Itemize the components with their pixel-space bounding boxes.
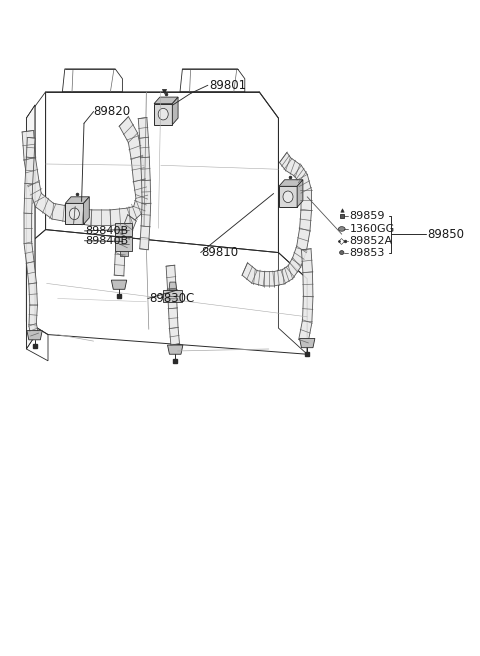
Text: 89830C: 89830C (149, 292, 194, 305)
Polygon shape (120, 251, 128, 256)
Text: 89859: 89859 (349, 211, 385, 222)
Polygon shape (22, 117, 147, 226)
Text: 89820: 89820 (94, 105, 131, 118)
Ellipse shape (338, 226, 345, 232)
Polygon shape (138, 117, 151, 250)
Text: 89810: 89810 (202, 246, 239, 259)
Polygon shape (154, 97, 178, 104)
Polygon shape (26, 105, 35, 349)
Text: 89853: 89853 (349, 247, 385, 258)
Polygon shape (279, 186, 297, 207)
Polygon shape (297, 180, 303, 207)
Polygon shape (300, 338, 315, 348)
Polygon shape (115, 223, 132, 236)
Polygon shape (166, 265, 180, 345)
Polygon shape (279, 180, 303, 186)
Polygon shape (299, 249, 313, 343)
Polygon shape (111, 280, 127, 289)
Text: 89840B: 89840B (85, 226, 129, 236)
Polygon shape (154, 104, 172, 125)
Polygon shape (84, 197, 89, 224)
Ellipse shape (158, 108, 168, 120)
Polygon shape (27, 331, 42, 340)
Polygon shape (24, 137, 38, 336)
Polygon shape (120, 236, 128, 241)
Ellipse shape (283, 191, 293, 203)
Text: 89850: 89850 (427, 228, 464, 241)
Polygon shape (114, 215, 136, 276)
Text: 1360GG: 1360GG (349, 224, 395, 234)
Polygon shape (163, 290, 182, 302)
Polygon shape (115, 237, 132, 251)
Polygon shape (172, 97, 178, 125)
Text: 89840B: 89840B (85, 236, 129, 246)
Text: 89852A: 89852A (349, 236, 393, 246)
Ellipse shape (70, 208, 79, 220)
Polygon shape (242, 152, 312, 286)
Ellipse shape (339, 251, 344, 255)
Polygon shape (65, 203, 84, 224)
Text: 89801: 89801 (209, 79, 246, 92)
Polygon shape (65, 197, 89, 203)
Polygon shape (169, 282, 177, 290)
Polygon shape (168, 345, 183, 354)
